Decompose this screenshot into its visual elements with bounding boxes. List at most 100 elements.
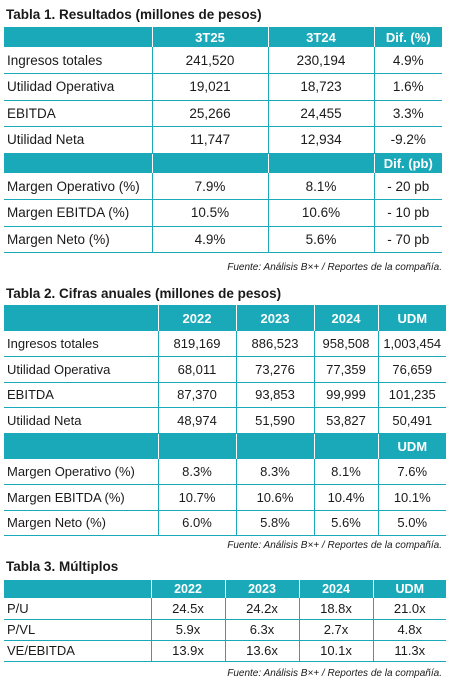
table-cell: 101,235 (378, 382, 446, 408)
table-cell: 24,455 (268, 100, 375, 127)
tabla3-multiplos: 2022 2023 2024 UDM P/U 24.5x 24.2x 18.8x 21.0x P/… (4, 580, 446, 662)
row-label: Ingresos totales (4, 331, 159, 357)
row-label: Margen Operativo (%) (4, 459, 159, 485)
table-cell: 6.3x (225, 619, 300, 641)
table-cell: 8.1% (268, 173, 375, 200)
table-cell: - 20 pb (374, 173, 442, 200)
table-cell: 18,723 (268, 73, 375, 101)
column-header: UDM (373, 580, 446, 598)
table-row: Utilidad Neta 11,747 12,934 -9.2% (4, 126, 442, 154)
tabla3-title: Tabla 3. Múltiplos (6, 559, 119, 574)
table-cell: 1,003,454 (378, 331, 446, 357)
table-cell: 25,266 (152, 100, 269, 127)
tabla1-resultados: 3T25 3T24 Dif. (%) Ingresos totales 241,520 2… (4, 27, 442, 253)
row-label: Utilidad Neta (4, 126, 153, 154)
table-cell: 24.5x (151, 598, 226, 620)
row-label: P/U (4, 598, 152, 620)
table-row: EBITDA 87,370 93,853 99,999 101,235 (4, 382, 446, 408)
table-row: P/U 24.5x 24.2x 18.8x 21.0x (4, 598, 446, 620)
table-cell: 5.6% (268, 226, 375, 253)
table-cell: 4.8x (373, 619, 446, 641)
table-cell: 50,491 (378, 407, 446, 434)
column-header: 2023 (236, 305, 315, 331)
table-cell: 18.8x (299, 598, 374, 620)
table-cell: 51,590 (236, 407, 315, 434)
table-cell: 958,508 (314, 331, 379, 357)
column-header: Dif. (pb) (374, 153, 442, 173)
row-label: EBITDA (4, 382, 159, 408)
tabla2-header-row: 2022 2023 2024 UDM (4, 305, 446, 331)
table-cell: 230,194 (268, 47, 375, 74)
row-label: EBITDA (4, 100, 153, 127)
header-blank-cell (4, 153, 153, 173)
column-header (268, 153, 375, 173)
table-cell: 68,011 (158, 356, 237, 383)
column-header (314, 433, 379, 459)
header-blank-cell (4, 27, 153, 47)
table-cell: -9.2% (374, 126, 442, 154)
column-header: Dif. (%) (374, 27, 442, 47)
table-cell: 10.4% (314, 484, 379, 511)
table-cell: 93,853 (236, 382, 315, 408)
table-row: Margen EBITDA (%) 10.5% 10.6% - 10 pb (4, 199, 442, 227)
column-header: 2024 (299, 580, 374, 598)
table-row: EBITDA 25,266 24,455 3.3% (4, 100, 442, 127)
table-cell: 11.3x (373, 640, 446, 662)
tabla2-header-row: UDM (4, 433, 446, 459)
table-cell: 10.6% (236, 484, 315, 511)
row-label: VE/EBITDA (4, 640, 152, 662)
row-label: Margen Neto (%) (4, 226, 153, 253)
table-row: P/VL 5.9x 6.3x 2.7x 4.8x (4, 619, 446, 641)
row-label: Margen Neto (%) (4, 510, 159, 536)
row-label: Utilidad Operativa (4, 356, 159, 383)
table-cell: 10.1% (378, 484, 446, 511)
tabla2-title: Tabla 2. Cifras anuales (millones de pes… (6, 286, 282, 301)
table-cell: 53,827 (314, 407, 379, 434)
table-cell: 5.9x (151, 619, 226, 641)
table-row: Margen Operativo (%) 7.9% 8.1% - 20 pb (4, 173, 442, 200)
table-cell: 7.9% (152, 173, 269, 200)
table-cell: 241,520 (152, 47, 269, 74)
table-cell: 4.9% (152, 226, 269, 253)
row-label: Ingresos totales (4, 47, 153, 74)
tabla3-header-row: 2022 2023 2024 UDM (4, 580, 446, 598)
table-row: Ingresos totales 241,520 230,194 4.9% (4, 47, 442, 74)
table-cell: 10.1x (299, 640, 374, 662)
table-cell: 12,934 (268, 126, 375, 154)
column-header: 2024 (314, 305, 379, 331)
row-label: P/VL (4, 619, 152, 641)
table-row: Margen EBITDA (%) 10.7% 10.6% 10.4% 10.1% (4, 484, 446, 511)
table-cell: 76,659 (378, 356, 446, 383)
table-cell: 8.3% (236, 459, 315, 485)
table-cell: 1.6% (374, 73, 442, 101)
table-cell: - 10 pb (374, 199, 442, 227)
column-header: 2022 (151, 580, 226, 598)
table-cell: 99,999 (314, 382, 379, 408)
table-cell: 6.0% (158, 510, 237, 536)
table-cell: 21.0x (373, 598, 446, 620)
table-cell: 19,021 (152, 73, 269, 101)
row-label: Margen EBITDA (%) (4, 484, 159, 511)
tabla1-header-row: Dif. (pb) (4, 153, 442, 173)
table-row: VE/EBITDA 13.9x 13.6x 10.1x 11.3x (4, 640, 446, 662)
table-row: Utilidad Operativa 19,021 18,723 1.6% (4, 73, 442, 101)
column-header: 3T25 (152, 27, 269, 47)
header-blank-cell (4, 580, 152, 598)
row-label: Margen EBITDA (%) (4, 199, 153, 227)
column-header: 3T24 (268, 27, 375, 47)
table-cell: 13.6x (225, 640, 300, 662)
table-row: Utilidad Operativa 68,011 73,276 77,359 76,6… (4, 356, 446, 383)
table-cell: 10.5% (152, 199, 269, 227)
tabla1-source: Fuente: Análisis B×+ / Reportes de la co… (227, 262, 442, 273)
table-cell: 87,370 (158, 382, 237, 408)
table-cell: - 70 pb (374, 226, 442, 253)
table-cell: 3.3% (374, 100, 442, 127)
row-label: Utilidad Neta (4, 407, 159, 434)
table-cell: 4.9% (374, 47, 442, 74)
table-cell: 48,974 (158, 407, 237, 434)
column-header: UDM (378, 305, 446, 331)
row-label: Utilidad Operativa (4, 73, 153, 101)
table-cell: 10.6% (268, 199, 375, 227)
tabla2-cifras-anuales: 2022 2023 2024 UDM Ingresos totales 819,169 88… (4, 305, 446, 536)
table-cell: 5.6% (314, 510, 379, 536)
